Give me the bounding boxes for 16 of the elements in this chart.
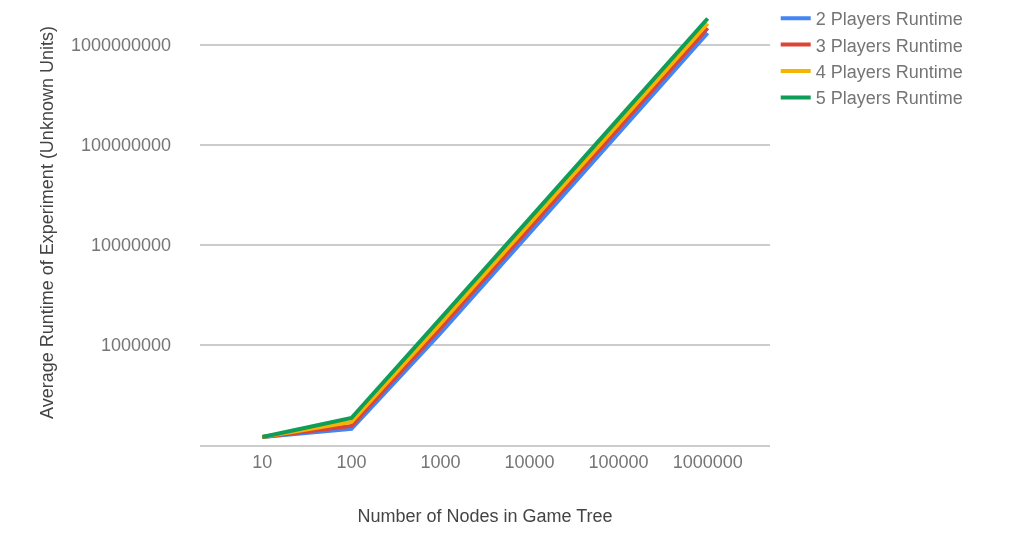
legend-label: 2 Players Runtime — [815, 9, 963, 30]
x-axis-title: Number of Nodes in Game Tree — [357, 505, 613, 526]
y-axis-title: Average Runtime of Experiment (Unknown Units) — [37, 26, 58, 419]
y-tick-label: 1000000 — [100, 335, 171, 356]
legend-label: 4 Players Runtime — [815, 62, 963, 83]
x-tick-label: 10000 — [504, 452, 555, 473]
x-tick-label: 100000 — [588, 452, 649, 473]
y-tick-label: 100000000 — [80, 135, 171, 156]
x-tick-label: 1000000 — [672, 452, 743, 473]
x-tick-label: 100 — [336, 452, 367, 473]
legend-label: 3 Players Runtime — [815, 35, 963, 56]
x-tick-label: 1000 — [420, 452, 461, 473]
y-tick-label: 10000000 — [90, 235, 171, 256]
y-tick-label: 1000000000 — [70, 35, 171, 56]
legend-label: 5 Players Runtime — [815, 88, 963, 109]
x-tick-label: 10 — [252, 452, 273, 473]
